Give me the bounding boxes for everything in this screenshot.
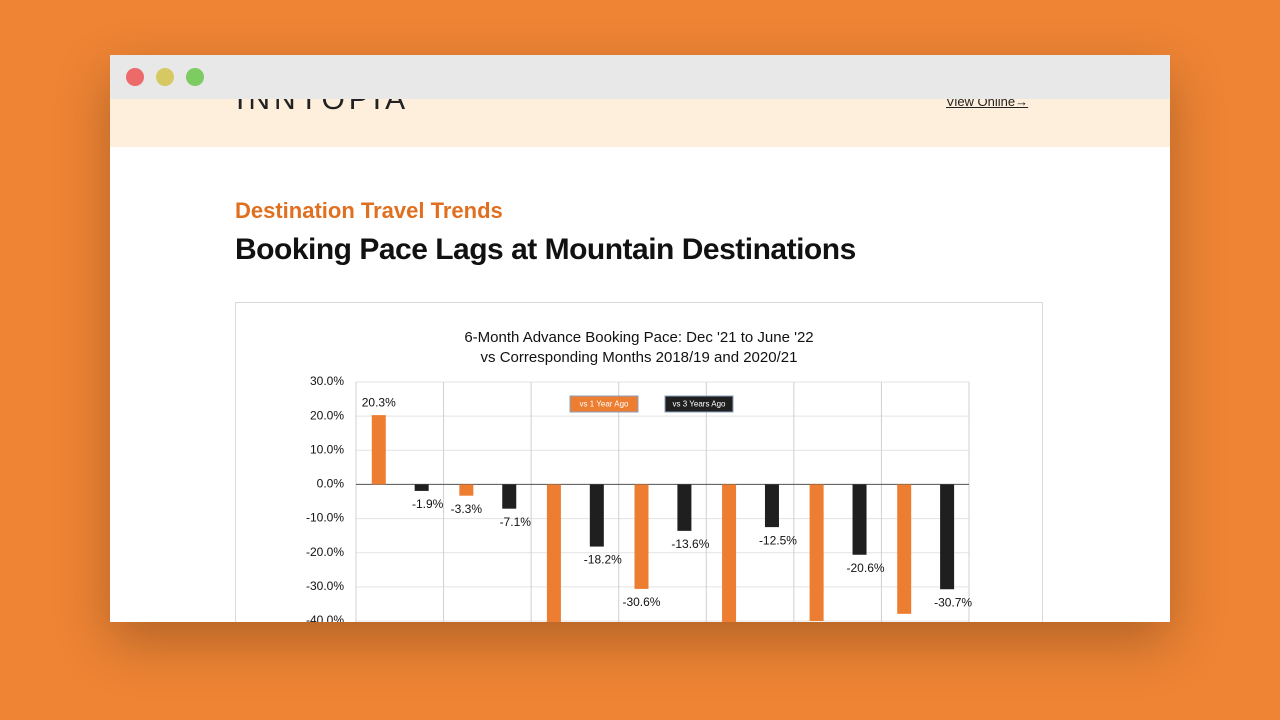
kicker: Destination Travel Trends: [235, 198, 503, 223]
y-tick-label: 20.0%: [310, 408, 344, 422]
bar: [677, 484, 692, 531]
browser-window: INNTOPIA View Online→ Destination Travel…: [110, 55, 1170, 622]
bar: [809, 484, 824, 621]
bar: [459, 484, 474, 496]
data-label: -3.3%: [451, 502, 483, 516]
chart-subtitle: vs Corresponding Months 2018/19 and 2020…: [481, 349, 798, 366]
bar: [546, 484, 561, 622]
bar: [502, 484, 517, 509]
bar: [764, 484, 779, 528]
maximize-button[interactable]: [186, 68, 204, 86]
data-label: -7.1%: [500, 515, 532, 529]
data-label: -1.9%: [412, 497, 444, 511]
data-label: 20.3%: [362, 395, 396, 409]
bar: [634, 484, 649, 589]
legend-swatch: [569, 395, 639, 413]
bar: [940, 484, 955, 590]
bar: [897, 484, 912, 614]
data-label: -18.2%: [584, 553, 622, 567]
bar: [852, 484, 867, 555]
y-tick-label: -40.0%: [306, 613, 344, 622]
close-button[interactable]: [126, 68, 144, 86]
data-label: -12.5%: [759, 533, 797, 547]
y-tick-label: 0.0%: [317, 477, 345, 491]
y-tick-label: -10.0%: [306, 511, 344, 525]
y-tick-label: -30.0%: [306, 579, 344, 593]
bar: [371, 415, 386, 485]
data-label: -30.7%: [934, 595, 972, 609]
bar: [722, 484, 737, 622]
bar: [589, 484, 604, 547]
chart-title: 6-Month Advance Booking Pace: Dec '21 to…: [464, 329, 813, 346]
legend-label: vs 1 Year Ago: [580, 400, 629, 409]
data-label: -20.6%: [847, 561, 885, 575]
headline: Booking Pace Lags at Mountain Destinatio…: [235, 233, 856, 266]
title-bar: [110, 55, 1170, 99]
bar: [414, 484, 429, 491]
y-tick-label: -20.0%: [306, 545, 344, 559]
data-label: -13.6%: [671, 537, 709, 551]
header: INNTOPIA View Online→: [110, 83, 1170, 147]
data-label: -30.6%: [622, 595, 660, 609]
y-tick-label: 10.0%: [310, 442, 344, 456]
legend-swatch: [664, 395, 734, 413]
minimize-button[interactable]: [156, 68, 174, 86]
legend-label: vs 3 Years Ago: [673, 400, 726, 409]
chart: 6-Month Advance Booking Pace: Dec '21 to…: [235, 302, 1043, 622]
y-tick-label: 30.0%: [310, 374, 344, 388]
